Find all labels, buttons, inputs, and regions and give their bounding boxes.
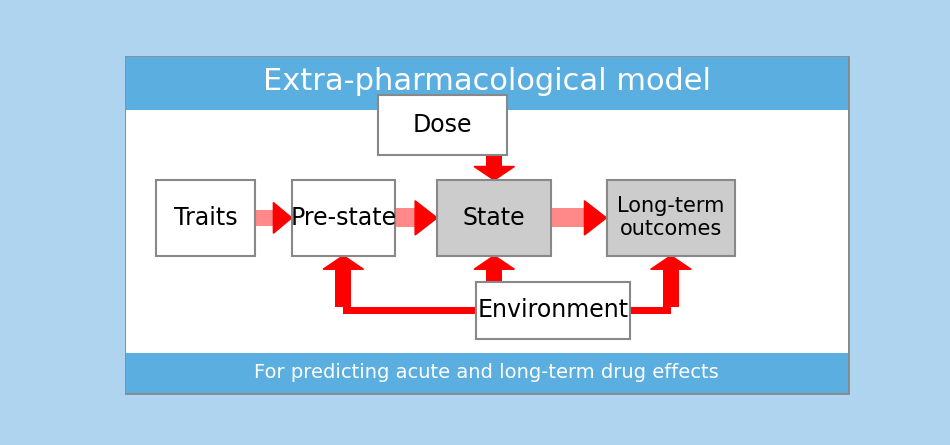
- Polygon shape: [651, 255, 692, 269]
- Bar: [631, 307, 671, 314]
- Bar: [486, 269, 503, 282]
- Bar: [551, 208, 584, 227]
- Polygon shape: [474, 255, 515, 269]
- Bar: [486, 155, 503, 166]
- Bar: [256, 210, 274, 226]
- Polygon shape: [323, 255, 364, 269]
- Text: Dose: Dose: [413, 113, 472, 138]
- Bar: [335, 269, 352, 307]
- Bar: [606, 180, 735, 255]
- Bar: [378, 95, 507, 155]
- Text: Environment: Environment: [478, 299, 629, 322]
- Text: Extra-pharmacological model: Extra-pharmacological model: [263, 67, 711, 96]
- Bar: [395, 208, 415, 227]
- Bar: [663, 269, 679, 307]
- Text: For predicting acute and long-term drug effects: For predicting acute and long-term drug …: [255, 364, 719, 382]
- Text: State: State: [463, 206, 525, 230]
- Bar: [476, 282, 631, 339]
- Text: Traits: Traits: [174, 206, 238, 230]
- Bar: [437, 180, 551, 255]
- Text: Long-term
outcomes: Long-term outcomes: [618, 196, 725, 239]
- Bar: [156, 180, 256, 255]
- Bar: [126, 110, 847, 353]
- Polygon shape: [274, 202, 292, 233]
- Polygon shape: [415, 201, 437, 235]
- Text: Pre-state: Pre-state: [291, 206, 396, 230]
- Bar: [343, 307, 476, 314]
- Polygon shape: [474, 166, 515, 180]
- Bar: [292, 180, 395, 255]
- Bar: [126, 353, 847, 392]
- Polygon shape: [584, 201, 606, 235]
- Bar: [126, 57, 847, 110]
- FancyBboxPatch shape: [126, 57, 847, 392]
